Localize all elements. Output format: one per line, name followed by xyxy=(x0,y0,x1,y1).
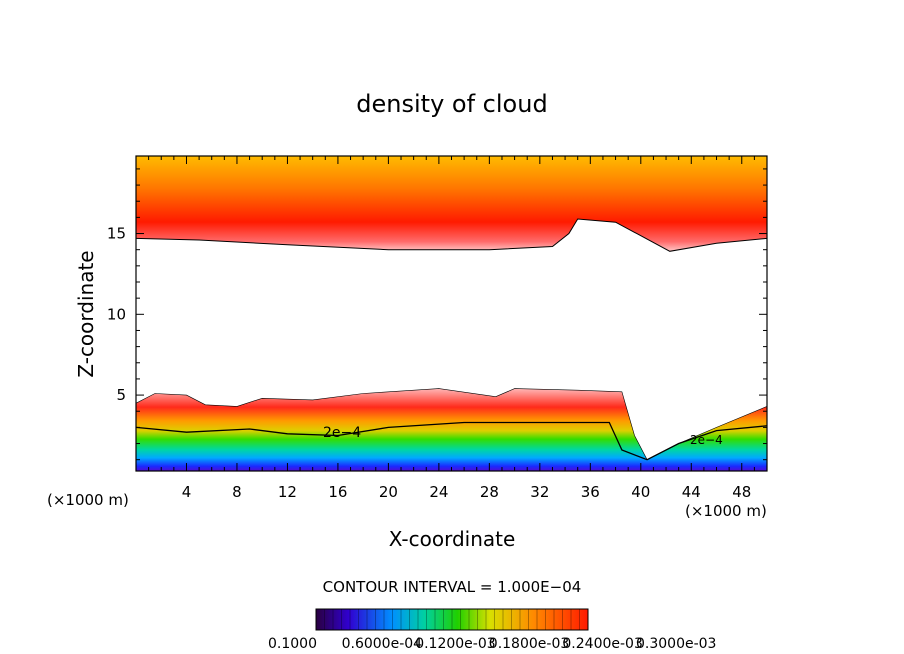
chart-title: density of cloud xyxy=(356,90,547,118)
x-tick-label: 44 xyxy=(682,483,701,501)
y-axis-ticks: 5 10 15 xyxy=(107,168,767,461)
contour-label-left: 2e−4 xyxy=(323,425,361,441)
x-tick-label: 36 xyxy=(581,483,600,501)
colorbar-label: 0.3000e-03 xyxy=(636,636,716,652)
x-tick-label: 32 xyxy=(530,483,549,501)
colorbar-label: 0.6000e-04 xyxy=(342,636,423,652)
y-tick-label: 10 xyxy=(107,305,126,323)
contour-interval-label: CONTOUR INTERVAL = 1.000E−04 xyxy=(323,578,582,596)
x-unit-right: (×1000 m) xyxy=(685,502,767,520)
x-tick-label: 16 xyxy=(328,483,347,501)
colorbar-label: 0.2400e-03 xyxy=(562,636,642,652)
upper-cloud-layer xyxy=(136,156,767,252)
lower-cloud-boundary-line xyxy=(136,388,767,461)
colorbar-tick-marks xyxy=(324,609,580,630)
x-unit-left: (×1000 m) xyxy=(47,491,129,509)
x-tick-label: 40 xyxy=(631,483,650,501)
y-tick-label: 5 xyxy=(116,386,126,404)
lower-cloud-layer xyxy=(136,388,767,471)
colorbar-label: 0.1200e-03 xyxy=(415,636,495,652)
x-tick-label: 4 xyxy=(182,483,192,501)
y-axis-label: Z-coordinate xyxy=(74,250,98,377)
contour-label-right: 2e−4 xyxy=(690,433,723,447)
upper-cloud-boundary-line xyxy=(136,218,767,252)
x-tick-label: 28 xyxy=(480,483,499,501)
colorbar-label: 0.1000 xyxy=(268,636,317,652)
x-axis-label: X-coordinate xyxy=(389,527,516,551)
colorbar-label: 0.1800e-03 xyxy=(489,636,569,652)
x-tick-label: 8 xyxy=(232,483,242,501)
x-tick-label: 48 xyxy=(732,483,751,501)
colorbar-labels: 0.1000 0.6000e-040.1200e-030.1800e-030.24… xyxy=(268,636,716,652)
x-tick-label: 24 xyxy=(429,483,448,501)
y-tick-label: 15 xyxy=(107,225,126,243)
x-tick-label: 12 xyxy=(278,483,297,501)
x-tick-label: 20 xyxy=(379,483,398,501)
x-axis-ticks: 4 8 12 16 20 24 28 32 36 40 44 48 xyxy=(148,156,755,501)
